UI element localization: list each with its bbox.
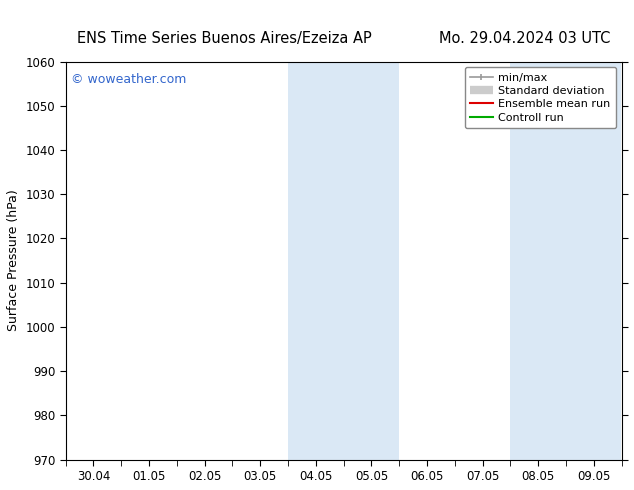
Legend: min/max, Standard deviation, Ensemble mean run, Controll run: min/max, Standard deviation, Ensemble me… [465, 67, 616, 128]
Y-axis label: Surface Pressure (hPa): Surface Pressure (hPa) [7, 190, 20, 331]
Text: ENS Time Series Buenos Aires/Ezeiza AP: ENS Time Series Buenos Aires/Ezeiza AP [77, 30, 372, 46]
Text: Mo. 29.04.2024 03 UTC: Mo. 29.04.2024 03 UTC [439, 30, 611, 46]
Bar [510, 62, 621, 460]
Bar [288, 62, 399, 460]
Text: © woweather.com: © woweather.com [71, 74, 186, 86]
